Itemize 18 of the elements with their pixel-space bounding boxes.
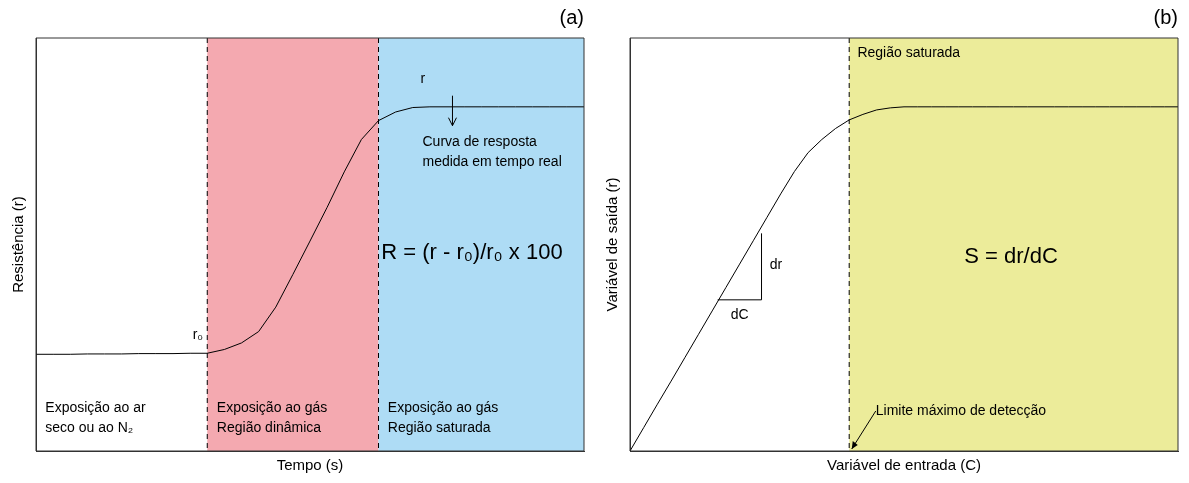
annotation: dC [730, 305, 749, 322]
annotation: R = (r - r₀)/r₀ x 100 [381, 238, 563, 264]
chart-title: (a) [559, 5, 584, 28]
annotation: Exposição ao gás Região saturada [387, 398, 499, 435]
annotation: dr [769, 256, 783, 273]
annotation: Exposição ao ar seco ou ao N₂ [45, 398, 147, 435]
annotation: Exposição ao gás Região dinâmica [216, 398, 328, 435]
text: Região saturada [857, 43, 961, 60]
x-axis-title: Tempo (s) [276, 456, 344, 474]
x-axis-title: Variável de entrada (C) [827, 456, 981, 474]
text: r [420, 70, 426, 87]
annotation: Curva de resposta medida em tempo real [422, 132, 562, 169]
annotation: S = dr/dC [964, 242, 1058, 268]
y-axis-title: Resistência (r) [9, 196, 27, 293]
annotation: Limite máximo de detecção [875, 402, 1047, 418]
chart-title: (b) [1153, 5, 1178, 28]
y-axis-title: Variável de saída (r) [603, 177, 621, 312]
annotation: r₀ [192, 326, 204, 343]
